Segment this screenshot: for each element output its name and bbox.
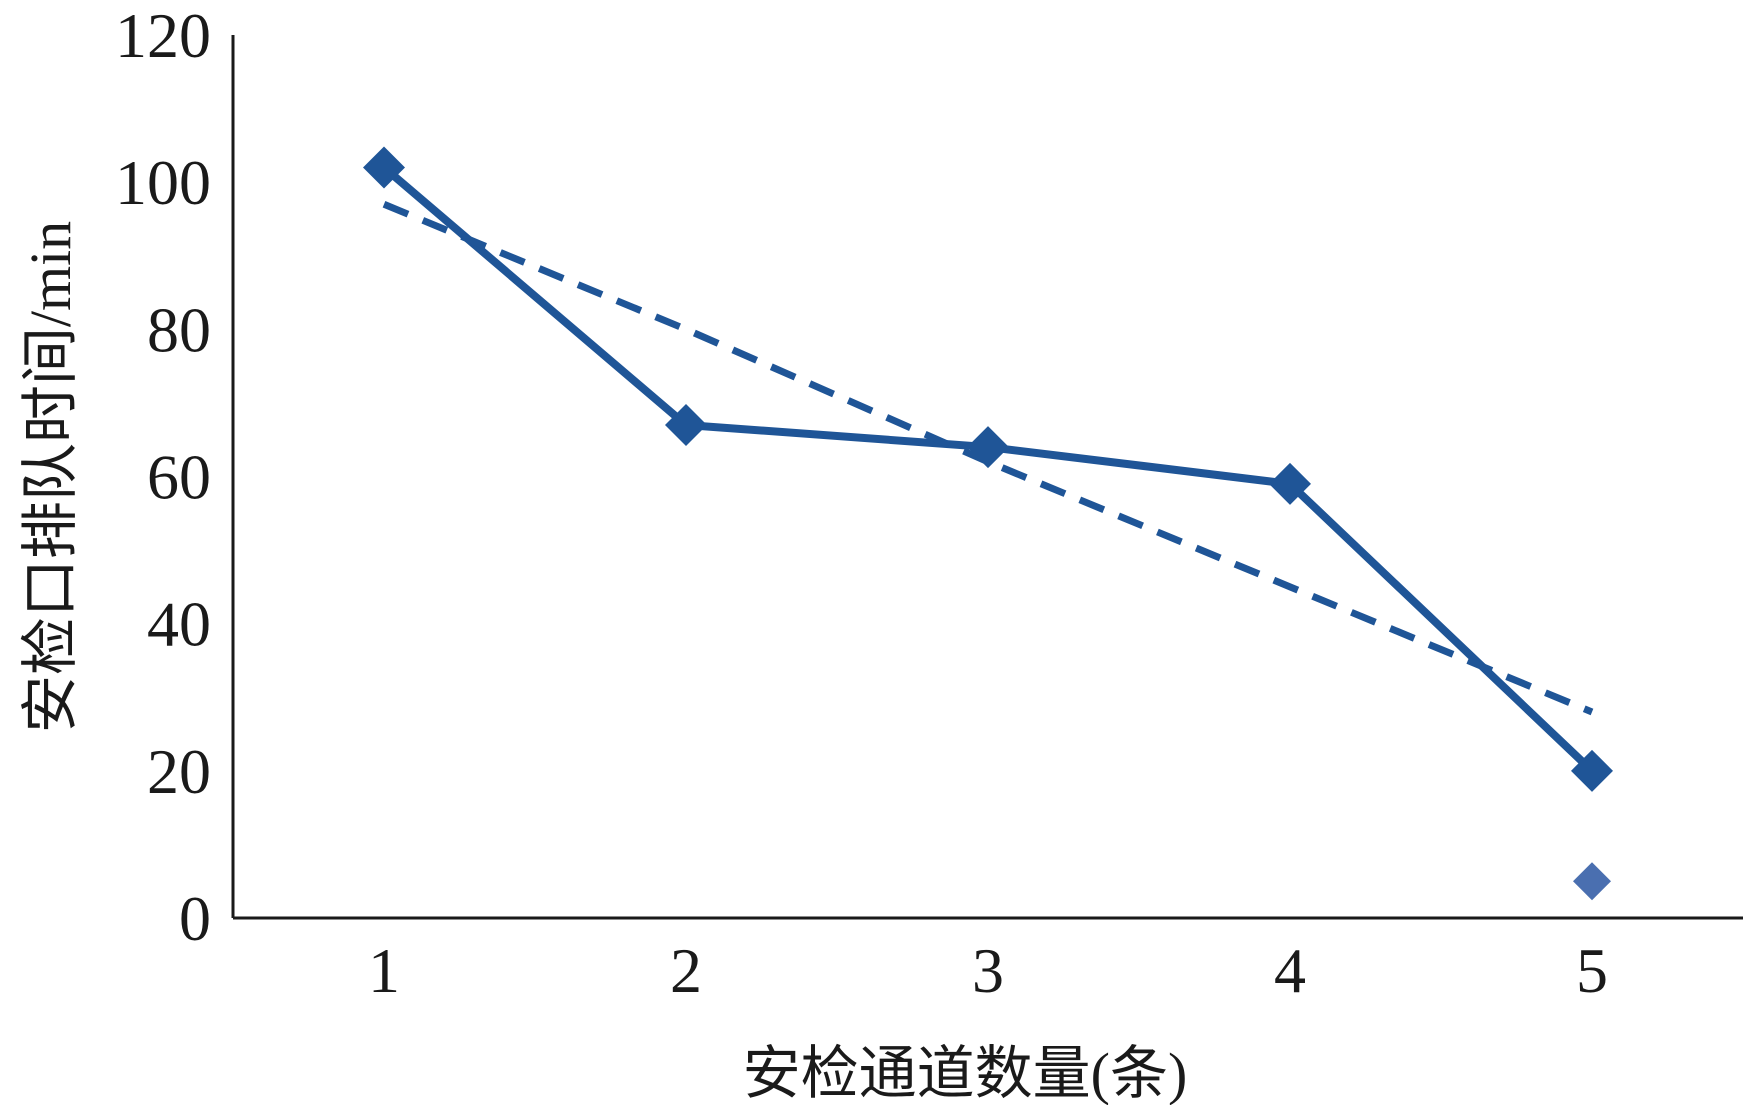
x-tick-label: 2 (670, 935, 702, 1006)
axes (231, 35, 1743, 920)
y-tick-label: 40 (147, 589, 211, 660)
x-tick-label: 1 (368, 935, 400, 1006)
extra-point-marker (1573, 862, 1611, 901)
y-tick-label: 0 (179, 883, 211, 954)
y-tick-label: 60 (147, 442, 211, 513)
data-point-marker (967, 426, 1009, 469)
y-tick-label: 120 (115, 0, 211, 71)
y-tick-label: 100 (115, 147, 211, 218)
data-point-marker (1269, 462, 1311, 505)
y-tick-label: 20 (147, 736, 211, 807)
data-point-marker (665, 403, 707, 446)
series-line-solid (381, 164, 1595, 774)
x-axis-title: 安检通道数量(条) (743, 1041, 1188, 1105)
x-tick-labels: 1 2 3 4 5 (368, 935, 1608, 1006)
x-tick-label: 5 (1576, 935, 1608, 1006)
x-tick-label: 4 (1274, 935, 1306, 1006)
y-axis-title: 安检口排队时间/min (18, 221, 83, 733)
data-point-marker (363, 146, 405, 189)
x-tick-label: 3 (972, 935, 1004, 1006)
series-layer (381, 164, 1595, 774)
trend-line-dashed (382, 201, 1594, 716)
y-tick-label: 80 (147, 294, 211, 365)
data-point-marker (1571, 749, 1613, 792)
y-tick-labels: 0 20 40 60 80 100 120 (115, 0, 211, 954)
marker-layer (363, 146, 1613, 901)
